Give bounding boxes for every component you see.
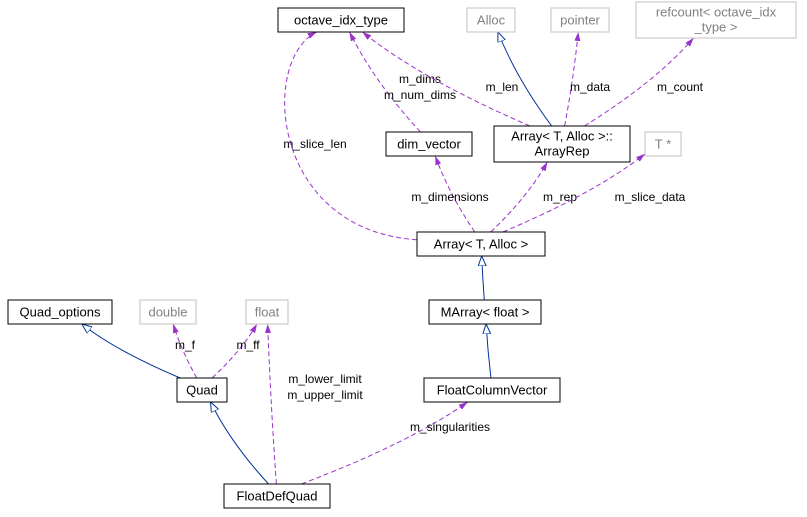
edge-arrayrep-octave_idx_type <box>362 32 530 126</box>
node-double[interactable]: double <box>140 300 196 324</box>
edge-label: m_slice_data <box>615 190 686 204</box>
svg-text:float: float <box>255 304 280 319</box>
edge-floatdefquad-quad <box>210 402 268 484</box>
node-marray[interactable]: MArray< float > <box>429 300 541 324</box>
edge-arrayrep-pointer <box>565 32 579 126</box>
svg-text:_type >: _type > <box>693 19 737 34</box>
edge-array-arrayrep <box>491 162 548 232</box>
node-floatdefquad[interactable]: FloatDefQuad <box>224 484 330 508</box>
svg-text:Quad: Quad <box>186 382 218 397</box>
edge-label: m_slice_len <box>283 137 346 151</box>
edge-floatdefquad-float <box>268 324 277 484</box>
svg-text:Quad_options: Quad_options <box>20 304 101 319</box>
svg-text:double: double <box>148 304 187 319</box>
node-array[interactable]: Array< T, Alloc > <box>417 232 545 256</box>
svg-text:dim_vector: dim_vector <box>397 136 461 151</box>
edge-label: m_f <box>175 338 196 352</box>
edge-marray-array <box>482 256 485 300</box>
svg-text:T *: T * <box>655 136 671 151</box>
edge-floatcolvec-marray <box>486 324 491 378</box>
node-floatcolvec[interactable]: FloatColumnVector <box>424 378 560 402</box>
edge-label: m_len <box>486 80 519 94</box>
node-quad[interactable]: Quad <box>177 378 227 402</box>
svg-text:Alloc: Alloc <box>477 12 506 27</box>
edge-label: m_data <box>570 80 610 94</box>
svg-text:pointer: pointer <box>560 12 600 27</box>
svg-text:refcount< octave_idx: refcount< octave_idx <box>656 4 777 19</box>
edge-floatdefquad-floatcolvec <box>301 402 467 484</box>
svg-text:Array< T, Alloc >: Array< T, Alloc > <box>434 236 528 251</box>
edge-label: m_rep <box>543 190 577 204</box>
svg-text:FloatColumnVector: FloatColumnVector <box>437 382 548 397</box>
edge-label: m_lower_limit <box>288 372 362 386</box>
edge-label: m_dimensions <box>411 190 488 204</box>
node-dim_vector[interactable]: dim_vector <box>386 132 472 156</box>
edge-quad-quad_options <box>82 324 180 378</box>
svg-text:FloatDefQuad: FloatDefQuad <box>237 488 318 503</box>
svg-text:MArray< float >: MArray< float > <box>441 304 530 319</box>
svg-text:ArrayRep: ArrayRep <box>535 143 590 158</box>
node-alloc[interactable]: Alloc <box>467 8 515 32</box>
node-float[interactable]: float <box>246 300 288 324</box>
node-quad_options[interactable]: Quad_options <box>8 300 112 324</box>
node-octave_idx_type[interactable]: octave_idx_type <box>278 8 404 32</box>
svg-text:octave_idx_type: octave_idx_type <box>294 12 388 27</box>
edge-label: m_singularities <box>410 420 490 434</box>
edge-label: m_count <box>657 80 704 94</box>
node-refcount[interactable]: refcount< octave_idx_type > <box>636 2 796 38</box>
node-pointer[interactable]: pointer <box>551 8 609 32</box>
edge-label: m_num_dims <box>384 88 456 102</box>
node-arrayrep[interactable]: Array< T, Alloc >::ArrayRep <box>494 126 630 162</box>
edge-arrayrep-alloc <box>498 32 552 126</box>
edge-label: m_upper_limit <box>287 388 363 402</box>
edge-label: m_ff <box>236 338 260 352</box>
svg-text:Array< T, Alloc >::: Array< T, Alloc >:: <box>511 128 613 143</box>
node-tstar[interactable]: T * <box>645 132 681 156</box>
